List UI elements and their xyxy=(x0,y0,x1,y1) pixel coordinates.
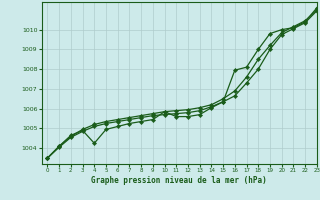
X-axis label: Graphe pression niveau de la mer (hPa): Graphe pression niveau de la mer (hPa) xyxy=(91,176,267,185)
